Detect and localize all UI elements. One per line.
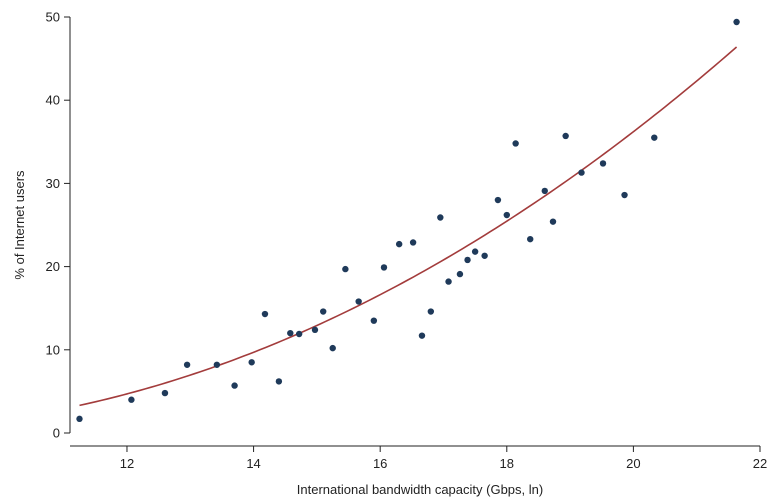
data-point bbox=[342, 265, 349, 273]
data-point bbox=[409, 239, 417, 246]
data-point bbox=[183, 361, 191, 368]
data-point bbox=[621, 191, 628, 199]
data-point bbox=[370, 317, 378, 324]
data-point bbox=[380, 264, 388, 271]
data-point bbox=[503, 211, 510, 219]
x-axis: 12 14 16 18 20 22 bbox=[70, 445, 767, 471]
data-point bbox=[549, 218, 557, 225]
data-point bbox=[128, 396, 135, 403]
data-point bbox=[445, 278, 452, 285]
x-tick-label: 18 bbox=[500, 456, 514, 471]
y-tick-label: 10 bbox=[46, 342, 60, 357]
data-point bbox=[464, 256, 471, 264]
data-point bbox=[161, 389, 169, 397]
x-axis-title: International bandwidth capacity (Gbps, … bbox=[297, 482, 543, 497]
x-tick-label: 12 bbox=[120, 456, 134, 471]
y-tick-label: 40 bbox=[46, 93, 60, 108]
data-point bbox=[512, 140, 519, 147]
data-point bbox=[355, 298, 362, 305]
x-tick-label: 20 bbox=[626, 456, 640, 471]
data-point bbox=[651, 134, 658, 141]
x-tick-label: 22 bbox=[753, 456, 767, 471]
data-point bbox=[295, 330, 303, 338]
data-point bbox=[494, 196, 502, 204]
fit-line bbox=[79, 46, 738, 407]
data-point bbox=[418, 332, 426, 339]
x-tick-label: 16 bbox=[373, 456, 387, 471]
data-point bbox=[427, 308, 435, 315]
data-point bbox=[329, 344, 336, 352]
data-point bbox=[275, 378, 283, 385]
y-tick-label: 50 bbox=[46, 10, 60, 25]
y-axis-title: % of Internet users bbox=[12, 170, 27, 280]
data-point bbox=[287, 329, 294, 337]
fit-line-layer bbox=[79, 46, 738, 407]
data-point bbox=[481, 252, 488, 259]
y-tick-label: 0 bbox=[53, 426, 60, 441]
data-point bbox=[599, 160, 607, 167]
data-point bbox=[578, 169, 585, 176]
data-point bbox=[527, 235, 534, 243]
data-point bbox=[261, 310, 269, 318]
data-point bbox=[311, 326, 319, 334]
data-point bbox=[733, 18, 740, 26]
data-point bbox=[541, 187, 548, 195]
x-tick-label: 14 bbox=[246, 456, 260, 471]
data-point bbox=[320, 308, 327, 315]
y-tick-label: 30 bbox=[46, 176, 60, 191]
data-point bbox=[76, 415, 83, 423]
data-point bbox=[213, 361, 221, 368]
data-point bbox=[395, 240, 403, 248]
data-point bbox=[248, 359, 255, 366]
data-point bbox=[471, 248, 479, 255]
y-axis: 0 10 20 30 40 50 bbox=[46, 10, 71, 441]
data-point bbox=[456, 270, 464, 278]
y-tick-label: 20 bbox=[46, 259, 60, 274]
points-layer bbox=[76, 18, 740, 423]
data-point bbox=[437, 214, 444, 221]
data-point bbox=[231, 382, 238, 389]
data-point bbox=[562, 132, 569, 140]
